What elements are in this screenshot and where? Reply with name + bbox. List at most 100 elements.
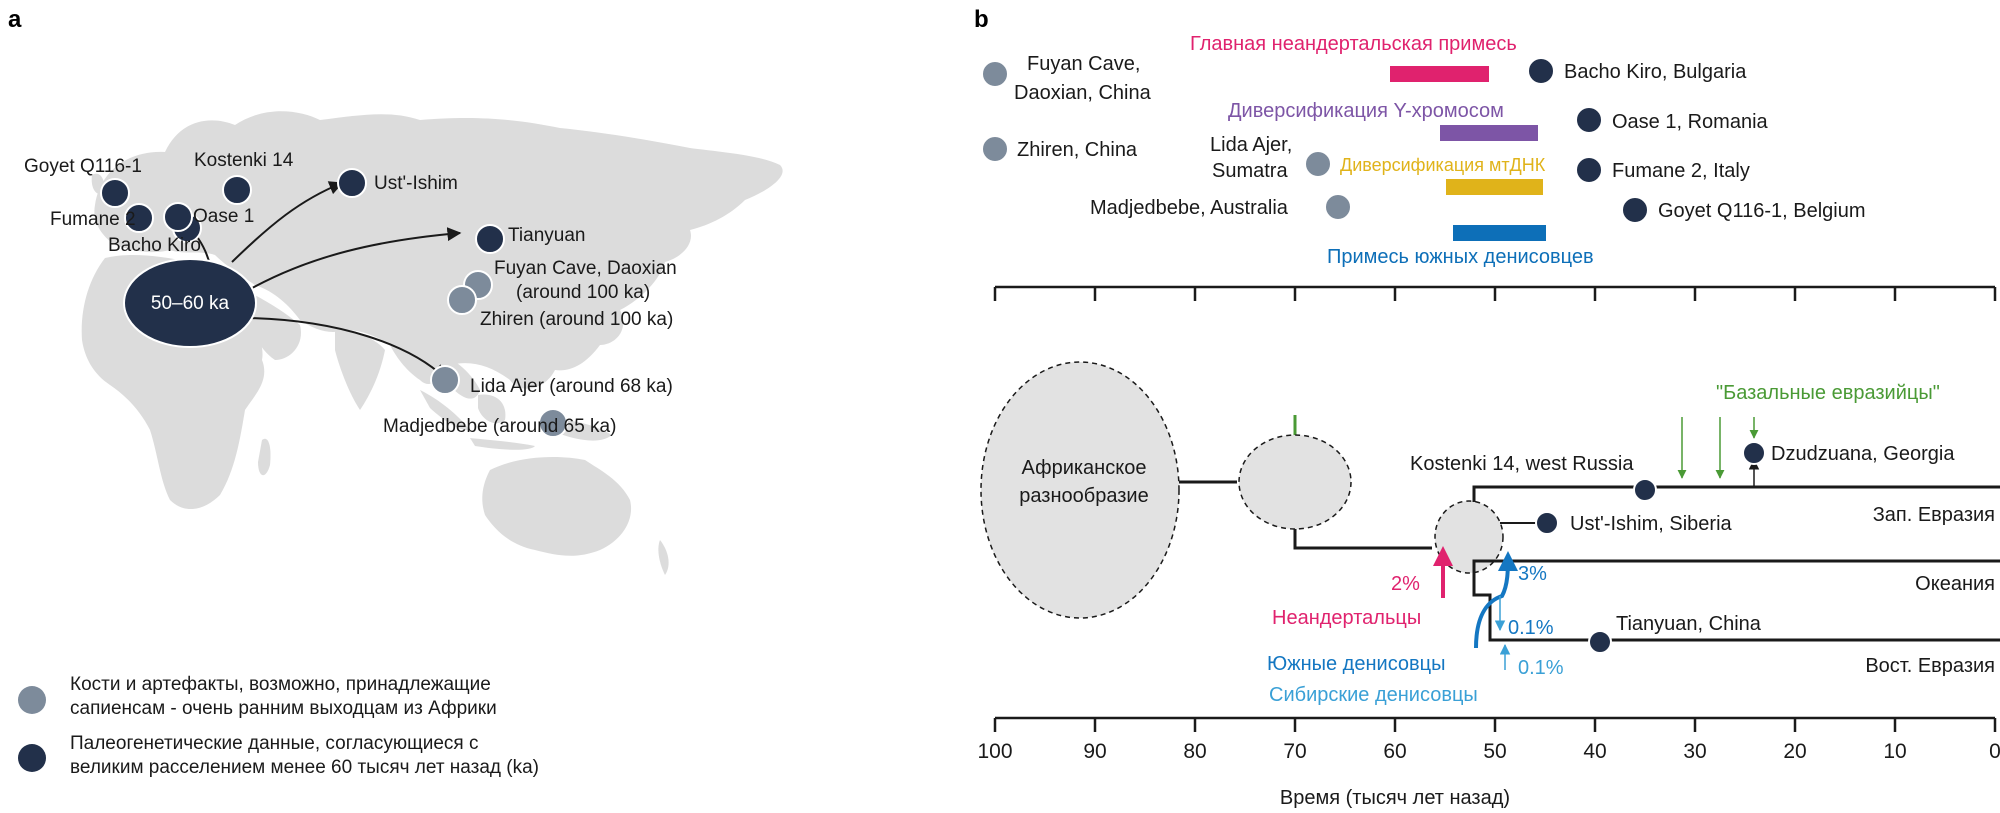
label-bacho: Bacho Kiro — [108, 235, 201, 256]
legend-dark-line1: Палеогенетические данные, согласующиеся … — [70, 733, 479, 754]
branch-node1-node2 — [1293, 529, 1432, 550]
grey-site-dots — [430, 270, 568, 438]
map-madagascar — [258, 438, 271, 476]
tree-dot-dzudzuana — [1742, 441, 1766, 465]
phylo-tree: Африканское разнообразие "Базальные евра… — [980, 361, 2000, 706]
neanderthal-pct: 2% — [1391, 573, 1420, 595]
arrow-to-china — [244, 227, 462, 293]
den-01pct-b: 0.1% — [1518, 657, 1564, 679]
branch-east — [1488, 612, 2000, 642]
axis-tick-label: 20 — [1783, 740, 1806, 763]
dot-tianyuan — [475, 224, 505, 254]
upper-axis — [993, 285, 1997, 301]
dot-goyet — [100, 178, 130, 208]
map-eurasia — [94, 111, 783, 389]
label-lida: Lida Ajer (around 68 ka) — [470, 376, 673, 397]
top-dot-goyet — [1621, 196, 1649, 224]
axis-tick-label: 50 — [1483, 740, 1506, 763]
top-label-fuyan-2: Daoxian, China — [1014, 82, 1152, 104]
den-01pct-a: 0.1% — [1508, 617, 1554, 639]
map-india — [335, 330, 385, 410]
legend-dark-line2: великим расселением менее 60 тысяч лет н… — [70, 757, 539, 778]
label-tianyuan: Tianyuan — [508, 225, 585, 246]
top-label-madj: Madjedbebe, Australia — [1090, 197, 1289, 219]
event-mtdna-bar — [1446, 179, 1543, 195]
bottom-axis — [993, 716, 1997, 732]
top-dot-fumane — [1575, 156, 1603, 184]
dot-fumane — [124, 203, 154, 233]
axis-tick-label: 40 — [1583, 740, 1606, 763]
event-ychrom-bar — [1440, 125, 1538, 141]
top-label-bacho: Bacho Kiro, Bulgaria — [1564, 61, 1747, 83]
branch-oceania — [1472, 559, 2000, 573]
top-dot-fuyan — [981, 60, 1009, 88]
south-denisovan-arrow — [1474, 551, 1518, 649]
tree-label-ustishim: Ust'-Ishim, Siberia — [1570, 513, 1733, 535]
axis-tick-label: 30 — [1683, 740, 1706, 763]
tree-label-dzudzuana: Dzudzuana, Georgia — [1771, 443, 1955, 465]
neanderthal-label: Неандертальцы — [1272, 607, 1421, 629]
dot-kostenki — [222, 175, 252, 205]
dot-oase — [163, 202, 193, 232]
axis-tick-label: 90 — [1083, 740, 1106, 763]
map-nz — [658, 540, 669, 575]
top-dot-madj — [1324, 193, 1352, 221]
event-bars: Главная неандертальская примесь Диверсиф… — [1190, 33, 1594, 268]
dot-madjedbebe — [538, 408, 568, 438]
top-label-lida-1: Lida Ajer, — [1210, 134, 1292, 156]
label-west-eurasia: Зап. Евразия — [1873, 504, 1995, 526]
map-australia — [482, 457, 632, 556]
map-borneo — [478, 394, 506, 424]
bottom-axis-ticklabels: 100 90 80 70 60 50 40 30 20 10 0 — [977, 740, 2000, 763]
sib-denisovan-label: Сибирские денисовцы — [1269, 684, 1478, 706]
site-labels-a: Goyet Q116-1 Kostenki 14 Ust'-Ishim Fuma… — [24, 150, 677, 437]
legend-grey-line2: сапиенсам - очень ранним выходцам из Афр… — [70, 698, 497, 719]
top-site-labels: Fuyan Cave, Daoxian, China Zhiren, China… — [1014, 53, 1866, 222]
tree-dot-ustishim — [1535, 511, 1559, 535]
tree-label-tianyuan: Tianyuan, China — [1616, 613, 1762, 635]
event-denisovan-bar — [1453, 225, 1546, 241]
event-neanderthal-label: Главная неандертальская примесь — [1190, 33, 1517, 55]
top-label-oase: Oase 1, Romania — [1612, 111, 1769, 133]
arrow-to-siberia — [231, 181, 344, 263]
event-ychrom-label: Диверсификация Y-хромосом — [1228, 100, 1504, 122]
label-oase: Oase 1 — [193, 206, 254, 227]
dot-lida — [430, 365, 460, 395]
tree-dot-kostenki — [1633, 478, 1657, 502]
top-dot-oase — [1575, 106, 1603, 134]
panel-b-letter: b — [974, 6, 989, 33]
african-label-1: Африканское — [1022, 457, 1147, 479]
legend-grey-dot — [18, 686, 46, 714]
arrow-to-seasia — [247, 317, 447, 379]
origin-ellipse — [123, 258, 257, 348]
axis-tick-label: 80 — [1183, 740, 1206, 763]
top-label-goyet: Goyet Q116-1, Belgium — [1658, 200, 1866, 222]
event-neanderthal-bar — [1390, 66, 1489, 82]
label-madjedbebe: Madjedbebe (around 65 ka) — [383, 416, 616, 437]
top-label-fuyan-1: Fuyan Cave, — [1027, 53, 1140, 75]
origin-label: 50–60 ka — [151, 293, 230, 314]
branch-west — [1472, 485, 2000, 502]
tree-label-kostenki: Kostenki 14, west Russia — [1410, 453, 1634, 475]
top-site-dots — [981, 57, 1649, 224]
axis-label: Время (тысяч лет назад) — [1280, 787, 1510, 809]
tree-dot-tianyuan — [1588, 630, 1612, 654]
event-mtdna-label: Диверсификация мтДНК — [1340, 155, 1546, 175]
event-denisovan-label: Примесь южных денисовцев — [1327, 246, 1594, 268]
axis-tick-label: 70 — [1283, 740, 1306, 763]
den-3pct: 3% — [1518, 563, 1547, 585]
label-fuyan-1: Fuyan Cave, Daoxian — [494, 258, 677, 279]
top-label-lida-2: Sumatra — [1212, 160, 1288, 182]
label-goyet: Goyet Q116-1 — [24, 156, 142, 177]
label-kostenki: Kostenki 14 — [194, 150, 294, 171]
top-dot-zhiren — [981, 135, 1009, 163]
dot-zhiren — [447, 285, 477, 315]
label-east-eurasia: Вост. Евразия — [1865, 655, 1995, 677]
african-label-2: разнообразие — [1019, 485, 1148, 507]
top-label-zhiren: Zhiren, China — [1017, 139, 1138, 161]
basal-label: "Базальные евразийцы" — [1716, 382, 1940, 404]
label-fuyan-2: (around 100 ka) — [516, 282, 650, 303]
dark-site-dots — [100, 168, 505, 254]
legend-grey-line1: Кости и артефакты, возможно, принадлежащ… — [70, 674, 491, 695]
